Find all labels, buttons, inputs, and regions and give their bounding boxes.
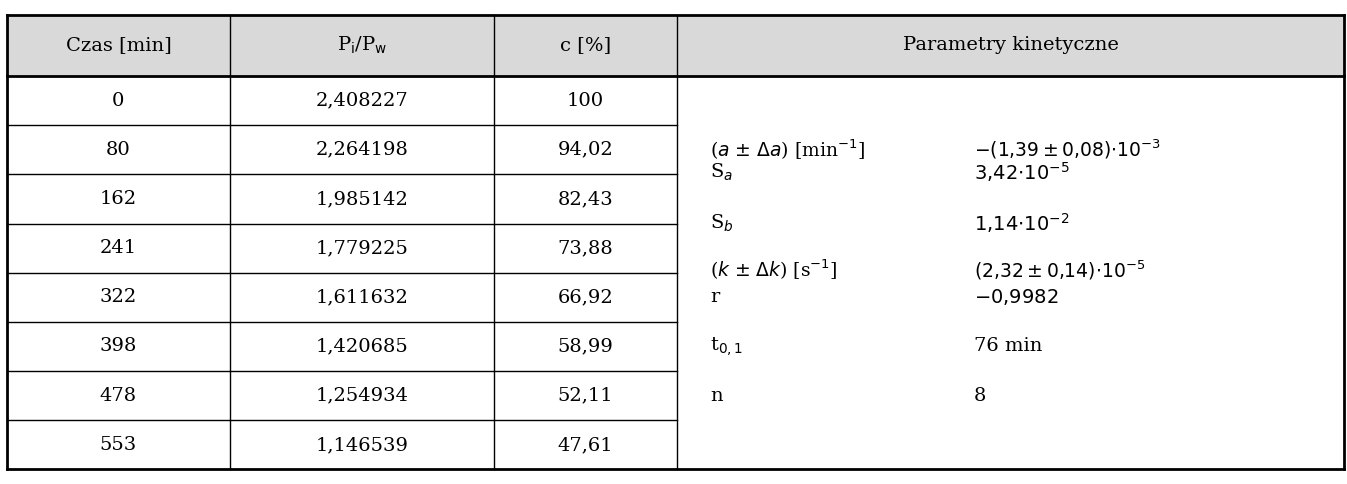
Text: 94,02: 94,02 — [558, 141, 613, 159]
Text: 2,408227: 2,408227 — [315, 91, 408, 109]
Text: n: n — [710, 387, 723, 405]
Text: 1,146539: 1,146539 — [315, 436, 408, 454]
Text: r: r — [710, 288, 719, 306]
Text: P$_{\rm i}$/P$_{\rm w}$: P$_{\rm i}$/P$_{\rm w}$ — [337, 34, 387, 56]
Text: 322: 322 — [100, 288, 137, 306]
Text: 76 min: 76 min — [974, 337, 1043, 356]
Text: ($a$ $\pm$ $\Delta a$) [min$^{-1}$]: ($a$ $\pm$ $\Delta a$) [min$^{-1}$] — [710, 137, 865, 162]
Text: 478: 478 — [100, 387, 137, 405]
Text: $-0{,}9982$: $-0{,}9982$ — [974, 287, 1059, 307]
Text: 241: 241 — [100, 239, 137, 257]
Text: 52,11: 52,11 — [558, 387, 613, 405]
Text: 66,92: 66,92 — [558, 288, 613, 306]
Text: 1,420685: 1,420685 — [315, 337, 408, 356]
Text: $1{,}14{\cdot}10^{-2}$: $1{,}14{\cdot}10^{-2}$ — [974, 212, 1070, 236]
Text: $3{,}42{\cdot}10^{-5}$: $3{,}42{\cdot}10^{-5}$ — [974, 160, 1070, 184]
Text: c [%]: c [%] — [559, 36, 610, 54]
Text: Parametry kinetyczne: Parametry kinetyczne — [902, 36, 1118, 54]
Text: Czas [min]: Czas [min] — [66, 36, 171, 54]
Text: 553: 553 — [100, 436, 137, 454]
Text: 8: 8 — [974, 387, 986, 405]
Text: 100: 100 — [567, 91, 603, 109]
Text: $(2{,}32 \pm 0{,}14){\cdot}10^{-5}$: $(2{,}32 \pm 0{,}14){\cdot}10^{-5}$ — [974, 258, 1145, 282]
Text: S$_a$: S$_a$ — [710, 161, 733, 182]
Text: 162: 162 — [100, 190, 137, 208]
Bar — [7, 15, 1344, 76]
Text: t$_{0,1}$: t$_{0,1}$ — [710, 335, 744, 358]
Text: 80: 80 — [106, 141, 131, 159]
Text: $-(1{,}39 \pm 0{,}08){\cdot}10^{-3}$: $-(1{,}39 \pm 0{,}08){\cdot}10^{-3}$ — [974, 138, 1161, 162]
Text: 1,779225: 1,779225 — [315, 239, 408, 257]
Text: 47,61: 47,61 — [558, 436, 613, 454]
Text: S$_b$: S$_b$ — [710, 213, 734, 234]
Text: 1,254934: 1,254934 — [315, 387, 408, 405]
Text: 73,88: 73,88 — [558, 239, 613, 257]
Text: 398: 398 — [100, 337, 137, 356]
Text: 2,264198: 2,264198 — [315, 141, 408, 159]
Text: 82,43: 82,43 — [558, 190, 613, 208]
Text: ($k$ $\pm$ $\Delta k$) [s$^{-1}$]: ($k$ $\pm$ $\Delta k$) [s$^{-1}$] — [710, 258, 838, 283]
Text: 58,99: 58,99 — [558, 337, 613, 356]
Text: 1,611632: 1,611632 — [315, 288, 408, 306]
Text: 1,985142: 1,985142 — [315, 190, 408, 208]
Text: 0: 0 — [112, 91, 125, 109]
